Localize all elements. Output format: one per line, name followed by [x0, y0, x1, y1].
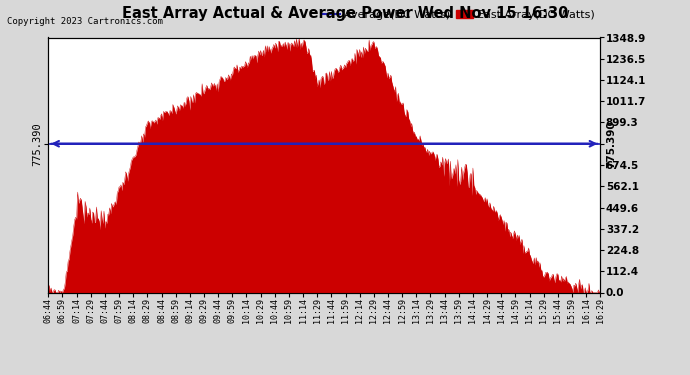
- Text: East Array Actual & Average Power Wed Nov 15 16:30: East Array Actual & Average Power Wed No…: [122, 6, 568, 21]
- Text: Copyright 2023 Cartronics.com: Copyright 2023 Cartronics.com: [7, 17, 163, 26]
- Legend: Average(DC Watts), East Array(DC Watts): Average(DC Watts), East Array(DC Watts): [323, 10, 595, 20]
